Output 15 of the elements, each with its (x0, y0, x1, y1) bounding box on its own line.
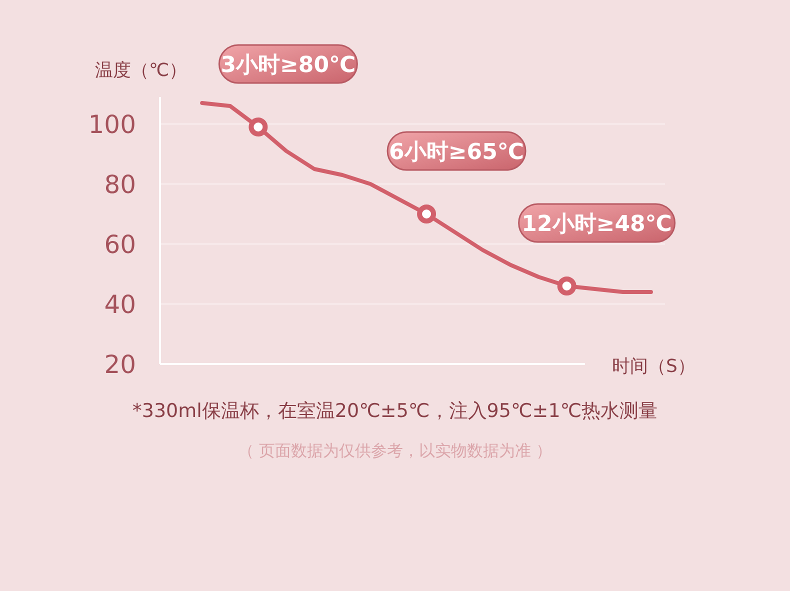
y-tick-label: 60 (104, 230, 136, 259)
y-tick-label: 80 (104, 170, 136, 199)
y-tick-label: 20 (104, 350, 136, 379)
y-axis-title: 温度（℃） (95, 60, 188, 81)
x-axis-title: 时间（S） (612, 356, 696, 377)
annotation: 12小时≥48℃ (522, 212, 672, 237)
y-tick-label: 40 (104, 290, 136, 319)
point (557, 276, 576, 296)
text: 3小时≥80℃ (220, 53, 356, 78)
point (248, 118, 268, 136)
annotation: 6小时≥65℃ (389, 140, 524, 165)
text: *330ml保温杯，在室温20℃±5℃，注入95℃±1℃热水测量 (132, 400, 658, 422)
text: （ 页面数据为仅供参考，以实物数据为准 ） (238, 441, 552, 460)
point (417, 204, 436, 224)
y-tick-label: 100 (88, 110, 136, 139)
